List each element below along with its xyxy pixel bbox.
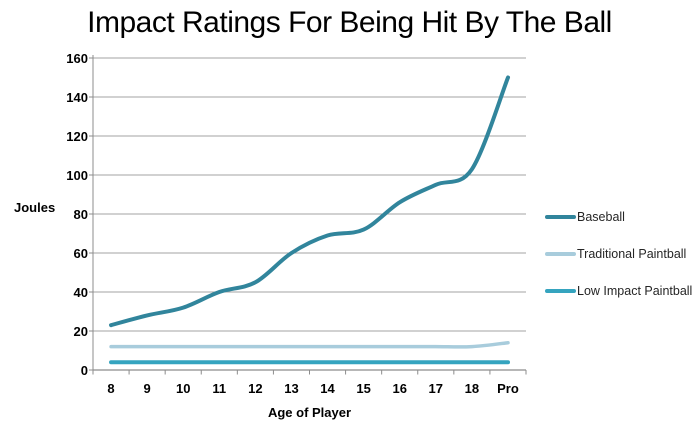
x-tick-label: 18 (464, 381, 480, 396)
y-tick-label: 40 (73, 285, 88, 300)
legend-swatch-traditional-paintball (545, 251, 576, 256)
y-tick-label: 100 (66, 168, 88, 183)
legend-swatch-low-impact-paintball (545, 288, 576, 293)
x-tick-label: 15 (356, 381, 371, 396)
x-tick-label: 9 (143, 381, 151, 396)
x-tick-label: 8 (107, 381, 115, 396)
legend-item-low-impact-paintball[interactable]: Low Impact Paintball (545, 272, 699, 309)
chart-title: Impact Ratings For Being Hit By The Ball (87, 6, 612, 39)
series-line-baseball[interactable] (109, 75, 510, 328)
series-line-traditional-paintball[interactable] (109, 340, 510, 349)
x-axis-title: Age of Player (267, 405, 352, 420)
legend-item-traditional-paintball[interactable]: Traditional Paintball (545, 235, 699, 272)
x-tick-label: Pro (497, 381, 519, 396)
x-tick-label: 10 (175, 381, 191, 396)
y-tick-label: 60 (73, 246, 88, 261)
x-tick-label: 13 (284, 381, 299, 396)
legend-item-baseball[interactable]: Baseball (545, 198, 699, 235)
legend-label: Baseball (577, 209, 625, 224)
y-tick-label: 80 (73, 207, 88, 222)
legend-label: Low Impact Paintball (577, 283, 693, 298)
legend-label: Traditional Paintball (577, 246, 687, 261)
x-tick-label: 12 (248, 381, 263, 396)
y-axis-title: Joules (14, 200, 56, 215)
x-tick-label: 17 (428, 381, 444, 396)
x-tick-label: 16 (392, 381, 407, 396)
y-tick-label: 20 (73, 324, 88, 339)
y-tick-label: 140 (66, 90, 88, 105)
x-tick-label: 11 (212, 381, 227, 396)
y-tick-label: 160 (66, 51, 88, 66)
y-tick-label: 0 (80, 363, 88, 378)
y-tick-label: 120 (66, 129, 88, 144)
chart-legend: Baseball Traditional Paintball Low Impact … (545, 198, 699, 309)
x-tick-label: 14 (320, 381, 335, 396)
legend-swatch-baseball (545, 214, 576, 219)
